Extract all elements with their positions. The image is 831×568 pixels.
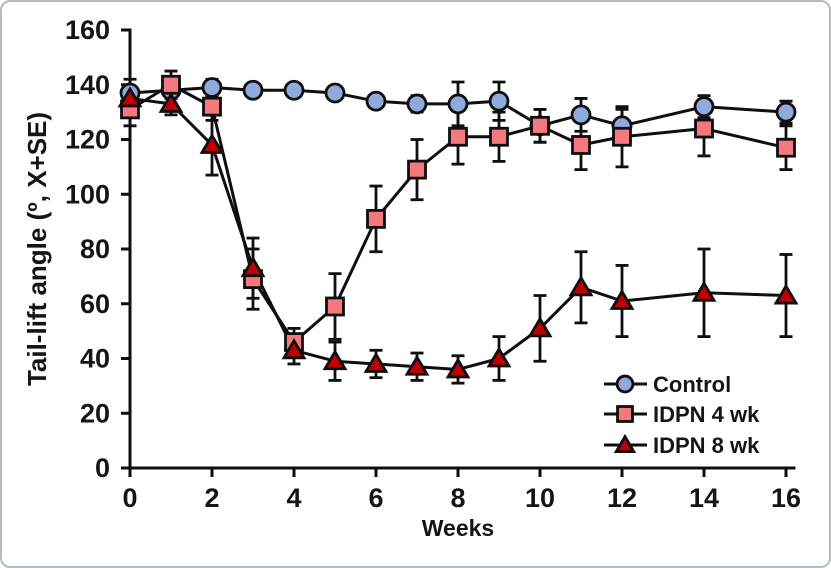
legend-label: Control xyxy=(653,372,731,397)
square-marker xyxy=(489,126,509,147)
circle-marker xyxy=(488,90,510,112)
triangle-marker xyxy=(773,283,799,305)
triangle-marker xyxy=(199,132,225,154)
legend: Control IDPN 4 wk IDPN 8 wk xyxy=(604,372,760,458)
y-tick-label: 160 xyxy=(65,15,110,45)
x-tick-label: 2 xyxy=(204,483,219,513)
triangle-marker xyxy=(568,275,594,297)
triangle-marker xyxy=(609,288,635,310)
square-marker xyxy=(366,208,386,229)
y-tick-label: 60 xyxy=(80,289,110,319)
y-tick-label: 140 xyxy=(65,70,110,100)
legend-square-marker xyxy=(616,405,634,423)
legend-item-idpn-4-wk: IDPN 4 wk xyxy=(604,402,760,427)
square-marker xyxy=(325,296,345,317)
y-tick-label: 20 xyxy=(80,398,110,428)
triangle-marker xyxy=(117,86,143,108)
markers-control xyxy=(119,77,797,137)
circle-marker xyxy=(570,104,592,126)
legend-label: IDPN 4 wk xyxy=(653,402,760,427)
x-tick-label: 8 xyxy=(450,483,465,513)
circle-marker xyxy=(406,93,428,115)
square-marker xyxy=(530,115,550,136)
y-tick-label: 80 xyxy=(80,234,110,264)
plot-area: 0 20 40 60 80 100 120 140 160 0 2 4 6 8 10 12 14 16 xyxy=(65,15,801,513)
legend-triangle-marker xyxy=(613,433,637,454)
y-tick-label: 120 xyxy=(65,125,110,155)
square-marker xyxy=(448,126,468,147)
x-tick-label: 6 xyxy=(368,483,383,513)
circle-marker xyxy=(324,82,346,104)
triangle-marker xyxy=(240,255,266,278)
legend-circle-marker xyxy=(615,374,635,394)
x-tick-label: 4 xyxy=(286,483,301,513)
triangle-marker xyxy=(445,357,471,379)
x-tick-label: 10 xyxy=(525,483,555,513)
square-marker xyxy=(202,96,222,117)
triangle-marker xyxy=(486,346,512,368)
y-tick-label: 100 xyxy=(65,179,110,209)
square-marker xyxy=(776,137,796,158)
legend-item-control: Control xyxy=(604,372,731,397)
circle-marker xyxy=(447,93,469,115)
triangle-marker xyxy=(691,280,717,302)
square-marker xyxy=(612,126,632,147)
legend-item-idpn-8-wk: IDPN 8 wk xyxy=(604,433,760,458)
square-marker xyxy=(407,159,427,180)
triangle-marker xyxy=(363,351,389,373)
circle-marker xyxy=(242,79,264,101)
circle-marker xyxy=(201,77,223,98)
square-marker xyxy=(694,118,714,139)
triangle-marker xyxy=(527,316,553,338)
triangle-marker xyxy=(158,91,184,113)
x-axis-title: Weeks xyxy=(422,515,494,541)
legend-label: IDPN 8 wk xyxy=(653,433,760,458)
y-tick-label: 0 xyxy=(95,453,110,483)
square-marker xyxy=(161,74,181,95)
markers-idpn-8-wk xyxy=(117,86,799,379)
triangle-marker xyxy=(322,348,348,371)
circle-marker xyxy=(775,101,797,123)
square-marker xyxy=(571,135,591,155)
x-tick-label: 16 xyxy=(771,483,801,513)
x-tick-label: 12 xyxy=(607,483,637,513)
circle-marker xyxy=(283,79,305,101)
circle-marker xyxy=(693,96,715,118)
circle-marker xyxy=(365,90,387,112)
x-tick-label: 0 xyxy=(122,483,137,513)
y-axis-title: Tail-lift angle (º, X+SE) xyxy=(22,112,52,386)
x-tick-label: 14 xyxy=(689,483,719,513)
triangle-marker xyxy=(404,354,430,376)
y-tick-label: 40 xyxy=(80,344,110,374)
triangle-marker xyxy=(281,338,307,360)
